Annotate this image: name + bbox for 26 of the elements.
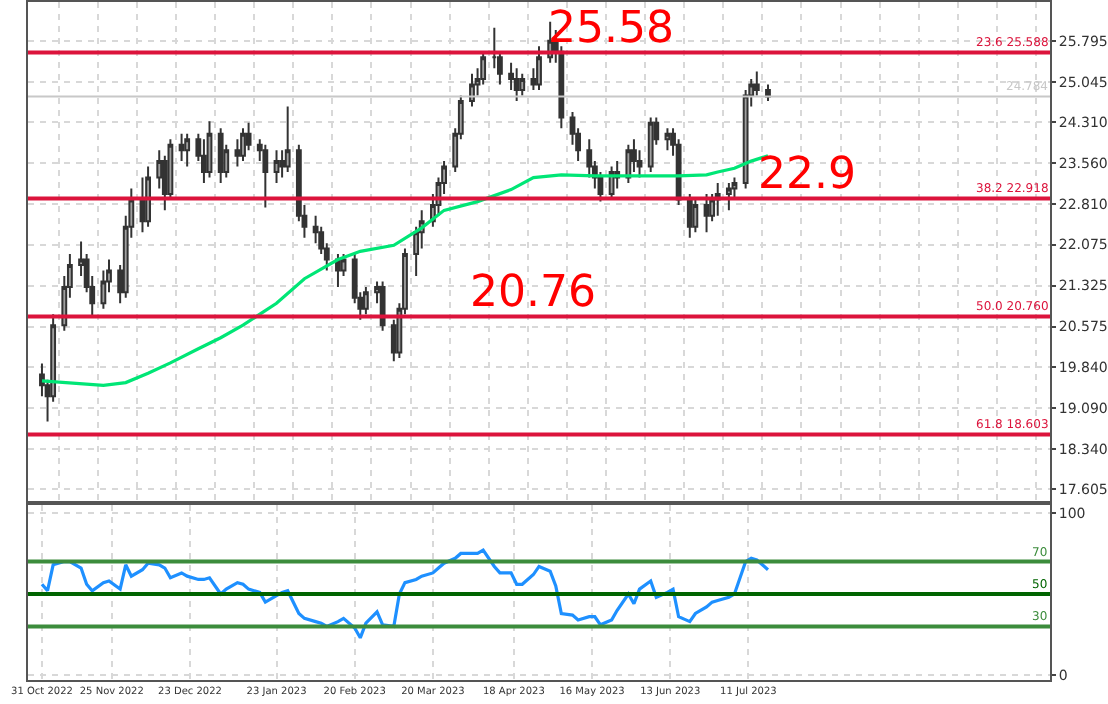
candlestick (519, 72, 526, 97)
candlestick (692, 198, 699, 234)
annotation: 22.9 (758, 150, 856, 200)
candlestick (262, 143, 269, 209)
candlestick (145, 165, 151, 228)
candlestick (184, 132, 191, 168)
candlestick (536, 45, 542, 92)
candlestick (217, 127, 224, 184)
candlestick (513, 67, 520, 102)
candlestick (240, 127, 246, 163)
candlestick (362, 285, 369, 316)
line-series (40, 548, 770, 640)
candlestick (647, 116, 654, 174)
candlestick (725, 182, 732, 212)
candlestick (335, 253, 341, 288)
candlestick (379, 280, 386, 332)
candlestick (273, 149, 280, 184)
candlestick (284, 105, 291, 174)
candlestick (664, 127, 671, 152)
candlestick (206, 120, 213, 179)
annotation: 20.76 (470, 268, 596, 318)
annotation: 25.58 (548, 4, 674, 54)
candlestick (703, 192, 710, 234)
candlestick (178, 132, 185, 163)
candlestick (469, 72, 475, 108)
candlestick (686, 192, 693, 239)
